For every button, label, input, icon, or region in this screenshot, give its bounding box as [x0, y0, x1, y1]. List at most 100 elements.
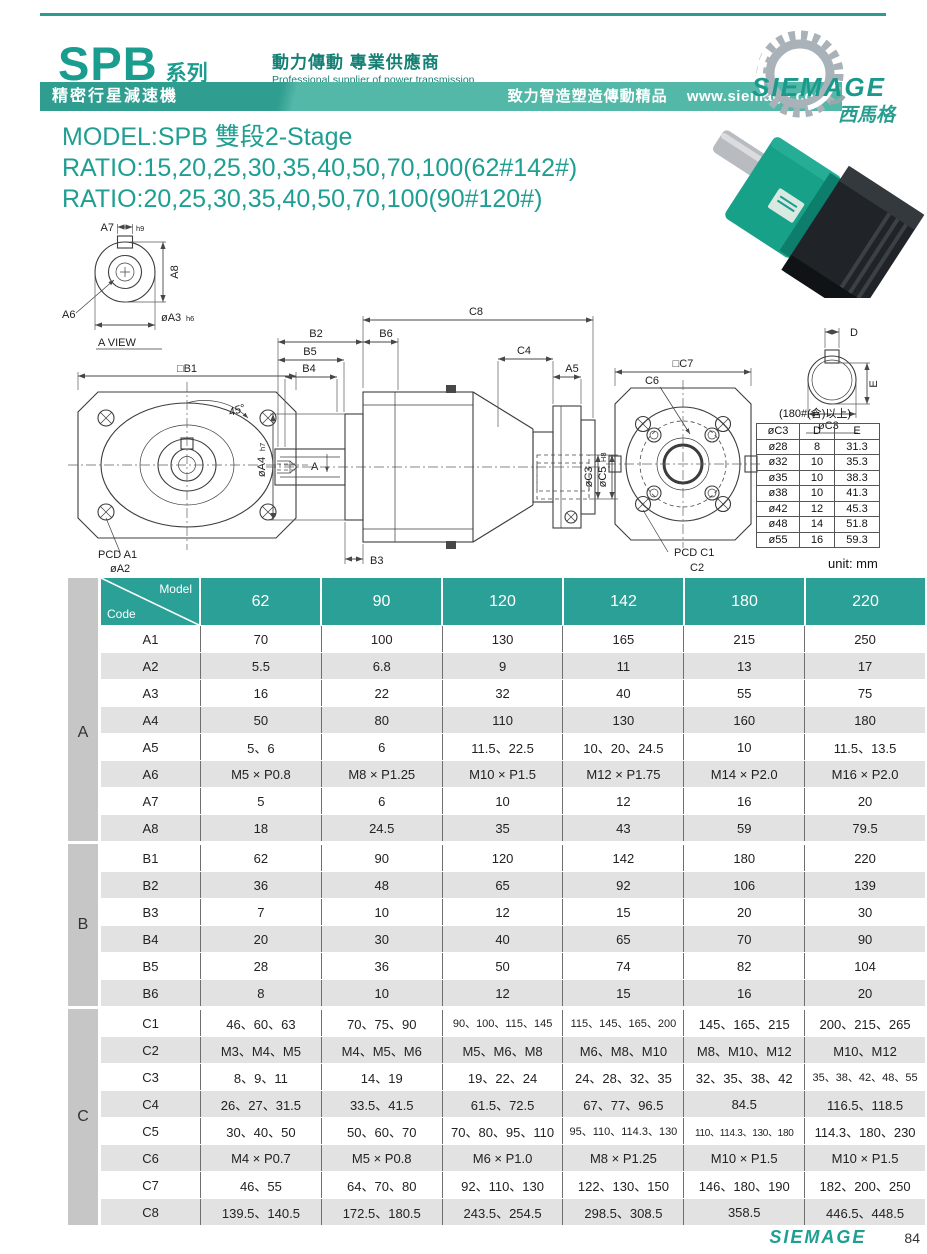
cell-C7-120: 92、110、130 [442, 1172, 564, 1198]
cell-A7-220: 20 [805, 788, 925, 814]
svg-text:A5: A5 [565, 363, 578, 375]
cell-C5-120: 70、80、95、110 [442, 1118, 564, 1144]
banner-product-line: 精密行星減速機 [52, 88, 179, 105]
cell-C2-90: M4、M5、M6 [321, 1037, 443, 1063]
cell-C2-142: M6、M8、M10 [563, 1037, 685, 1063]
cell-C2-120: M5、M6、M8 [442, 1037, 564, 1063]
table-row-A7: A7 5 6 10 12 16 20 [101, 787, 925, 814]
cell-B3-90: 10 [321, 899, 443, 925]
row-code-B3: B3 [101, 899, 201, 925]
cell-B2-120: 65 [442, 872, 564, 898]
cell-A8-180: 59 [684, 815, 806, 841]
cell-C1-180: 145、165、215 [684, 1010, 806, 1036]
cell-B6-180: 16 [684, 980, 806, 1006]
cell-A3-220: 75 [805, 680, 925, 706]
table-row-B6: B6 8 10 12 15 16 20 [101, 979, 925, 1006]
cell-B4-90: 30 [321, 926, 443, 952]
de-header-0: øC3 [756, 423, 800, 440]
cell-A5-180: 10 [684, 734, 806, 760]
table-row-C2: C2 M3、M4、M5 M4、M5、M6 M5、M6、M8 M6、M8、M10 M8、M1… [101, 1036, 925, 1063]
series-suffix: 系列 [165, 62, 208, 85]
cell-C7-220: 182、200、250 [805, 1172, 925, 1198]
table-row-C1: C1 46、60、63 70、75、90 90、100、115、145 115、145、… [101, 1009, 925, 1036]
cell-A5-62: 5、6 [201, 734, 322, 760]
cell-B4-142: 65 [563, 926, 685, 952]
cell-C8-142: 298.5、308.5 [563, 1199, 685, 1225]
de-cell: 38.3 [834, 469, 880, 486]
teal-banner: 精密行星減速機 致力智造塑造傳動精品 www.siemage.com [40, 82, 842, 111]
keyway-detail-drawing: D E øC3 [806, 327, 880, 434]
cell-C3-90: 14、19 [321, 1064, 443, 1090]
cell-A1-142: 165 [563, 626, 685, 652]
cell-A7-180: 16 [684, 788, 806, 814]
svg-text:D: D [850, 327, 858, 339]
svg-text:PCD C1: PCD C1 [674, 547, 714, 559]
svg-text:B3: B3 [370, 555, 383, 567]
de-cell: 8 [799, 438, 835, 455]
svg-text:h6: h6 [186, 314, 194, 323]
cell-B3-142: 15 [563, 899, 685, 925]
cell-B2-62: 36 [201, 872, 322, 898]
svg-text:B2: B2 [309, 328, 322, 340]
cell-B3-62: 7 [201, 899, 322, 925]
cell-A7-90: 6 [321, 788, 443, 814]
unit-label: unit: mm [828, 556, 878, 571]
de-cell: ø32 [756, 454, 800, 471]
cell-A4-120: 110 [442, 707, 564, 733]
table-row-C8: C8 139.5、140.5 172.5、180.5 243.5、254.5 298.5… [101, 1198, 925, 1225]
gear-icon [756, 30, 846, 118]
cell-C3-220: 35、38、42、48、55 [805, 1064, 925, 1090]
table-row-B3: B3 7 10 12 15 20 30 [101, 898, 925, 925]
cell-B3-180: 20 [684, 899, 806, 925]
cell-C2-62: M3、M4、M5 [201, 1037, 322, 1063]
cell-A1-120: 130 [442, 626, 564, 652]
cell-C4-120: 61.5、72.5 [442, 1091, 564, 1117]
de-cell: 10 [799, 469, 835, 486]
group-label-C: C [77, 1108, 89, 1125]
model-ratio-block: MODEL:SPB 雙段2-Stage RATIO:15,20,25,30,35… [62, 122, 577, 215]
cell-A2-142: 11 [563, 653, 685, 679]
de-header-2: E [834, 423, 880, 440]
cell-B3-120: 12 [442, 899, 564, 925]
cell-A6-180: M14 × P2.0 [684, 761, 806, 787]
column-header-142: 142 [564, 578, 685, 625]
table-row-A6: A6 M5 × P0.8 M8 × P1.25 M10 × P1.5 M12 × P1.… [101, 760, 925, 787]
side-view-drawing: C8 B2 B6 B5 B4 C4 A5 øA4 h7 [256, 306, 618, 567]
company-tagline: 動力傳動 專業供應商 Professional supplier of powe… [272, 48, 475, 86]
cell-C5-142: 95、110、114.3、130 [563, 1118, 685, 1144]
cell-B5-120: 50 [442, 953, 564, 979]
table-row-C4: C4 26、27、31.5 33.5、41.5 61.5、72.5 67、77、96.5… [101, 1090, 925, 1117]
cell-C3-62: 8、9、11 [201, 1064, 322, 1090]
cell-A1-180: 215 [684, 626, 806, 652]
cell-A8-142: 43 [563, 815, 685, 841]
row-code-B6: B6 [101, 980, 201, 1006]
de-row: ø28 8 31.3 [756, 438, 880, 455]
cell-B5-142: 74 [563, 953, 685, 979]
row-code-C5: C5 [101, 1118, 201, 1144]
cell-B2-142: 92 [563, 872, 685, 898]
cell-B4-180: 70 [684, 926, 806, 952]
cell-C5-180: 110、114.3、130、180 [684, 1118, 806, 1144]
group-label-column: A B C [68, 578, 98, 1225]
row-code-C4: C4 [101, 1091, 201, 1117]
cell-B6-142: 15 [563, 980, 685, 1006]
corner-model-label: Model [159, 582, 192, 596]
cell-B1-62: 62 [201, 845, 322, 871]
cell-A3-180: 55 [684, 680, 806, 706]
footer-brand: SIEMAGE [769, 1227, 867, 1247]
svg-text:øA4: øA4 [256, 457, 268, 477]
cell-C8-90: 172.5、180.5 [321, 1199, 443, 1225]
cell-C4-142: 67、77、96.5 [563, 1091, 685, 1117]
row-code-C6: C6 [101, 1145, 201, 1171]
cell-C4-90: 33.5、41.5 [321, 1091, 443, 1117]
cell-C4-180: 84.5 [684, 1091, 806, 1117]
cell-C1-62: 46、60、63 [201, 1010, 322, 1036]
row-code-B5: B5 [101, 953, 201, 979]
cell-B2-90: 48 [321, 872, 443, 898]
de-header-1: D [799, 423, 835, 440]
cell-C7-142: 122、130、150 [563, 1172, 685, 1198]
de-cell: ø35 [756, 469, 800, 486]
svg-text:øC3: øC3 [583, 467, 595, 488]
